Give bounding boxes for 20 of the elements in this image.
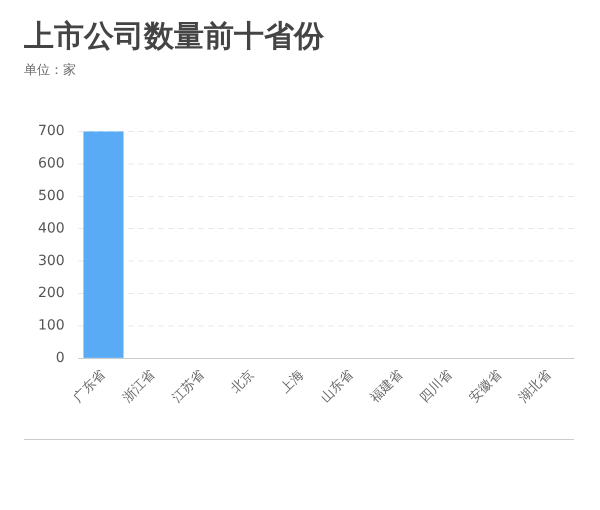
x-tick-label: 福建省 xyxy=(368,368,406,406)
y-tick-label: 400 xyxy=(38,220,65,236)
x-tick-label: 浙江省 xyxy=(120,368,158,406)
x-tick-label: 北京 xyxy=(228,368,258,397)
x-tick-label: 江苏省 xyxy=(170,368,208,406)
y-tick-label: 200 xyxy=(38,285,65,302)
x-tick-label: 上海 xyxy=(278,368,307,397)
x-tick-label: 山东省 xyxy=(318,368,356,406)
y-tick-label: 0 xyxy=(56,350,65,366)
chart-subtitle: 单位：家 xyxy=(24,62,77,79)
y-tick-label: 300 xyxy=(38,252,65,269)
y-tick-label: 500 xyxy=(38,188,65,204)
chart-title: 上市公司数量前十省份 xyxy=(24,18,325,56)
x-tick-label: 湖北省 xyxy=(516,368,554,406)
x-tick-label: 广东省 xyxy=(70,368,109,406)
y-tick-label: 100 xyxy=(38,318,65,334)
y-tick-label: 600 xyxy=(38,155,65,172)
x-tick-label: 四川省 xyxy=(417,368,456,406)
x-tick-label: 安徽省 xyxy=(466,366,505,406)
y-tick-label: 700 xyxy=(38,123,65,140)
